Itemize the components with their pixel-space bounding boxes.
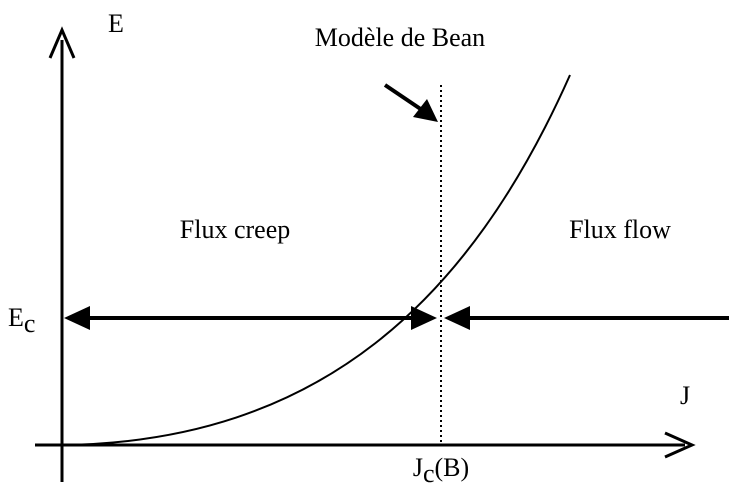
flow-arrow-head [444, 306, 470, 330]
ec-base: E [8, 303, 24, 332]
jc-sub: c [423, 459, 435, 487]
flow-label: Flux flow [569, 215, 671, 244]
ec-label: Ec [8, 303, 35, 338]
bean-label: Modèle de Bean [315, 23, 485, 52]
creep-label: Flux creep [180, 215, 290, 244]
ec-sub: c [24, 309, 36, 338]
y-label: E [108, 9, 124, 38]
creep-arrow-head-right [411, 306, 437, 330]
bean-pointer [383, 83, 427, 114]
y-axis-arrow [48, 26, 76, 59]
x-label: J [680, 381, 690, 410]
jc-label: Jc(B) [413, 453, 469, 487]
jc-base: J [413, 453, 423, 482]
creep-arrow-head-left [64, 306, 90, 330]
bean-pointer-head [413, 99, 438, 122]
jc-suffix: (B) [435, 453, 470, 482]
x-axis-arrow [664, 431, 696, 459]
e-j-curve [61, 74, 571, 446]
